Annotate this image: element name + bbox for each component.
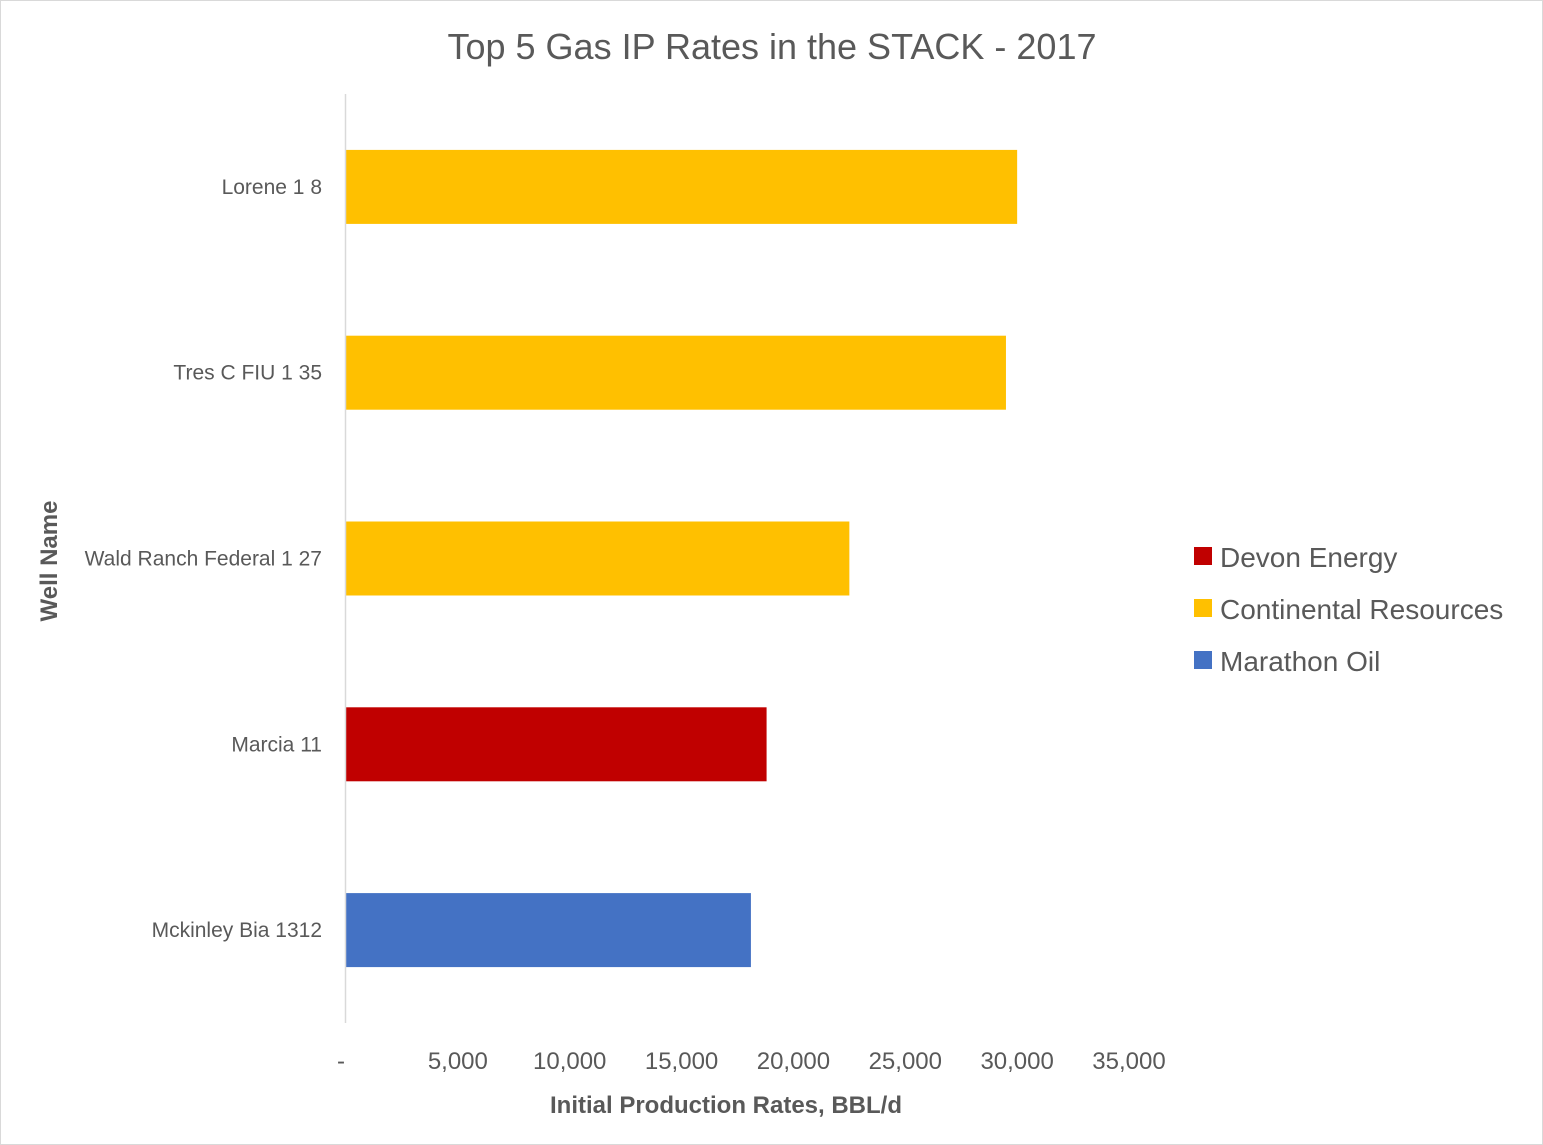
category-label: Wald Ranch Federal 1 27 [85,548,322,571]
legend: Devon Energy Continental Resources Maratho… [1194,542,1503,677]
legend-label: Devon Energy [1220,542,1397,573]
x-tick-label: 25,000 [869,1048,942,1075]
x-axis-title: Initial Production Rates, BBL/d [550,1092,902,1119]
category-label: Marcia 11 [231,733,322,756]
x-tick-label: 20,000 [757,1048,830,1075]
x-tick-labels: - 5,000 10,000 15,000 20,000 25,000 30,000 35,0… [337,1048,1166,1075]
x-tick-label: 15,000 [645,1048,718,1075]
x-tick-label: 10,000 [533,1048,606,1075]
legend-label: Marathon Oil [1220,646,1380,677]
legend-swatch [1194,651,1212,669]
bar-mckinley-bia-1312 [346,893,751,968]
legend-label: Continental Resources [1220,594,1503,625]
category-label: Lorene 1 8 [222,176,322,199]
legend-swatch [1194,599,1212,617]
chart-title: Top 5 Gas IP Rates in the STACK - 2017 [447,26,1096,67]
bar-marcia-11 [346,707,767,782]
category-label: Mckinley Bia 1312 [152,919,322,942]
bars-layer [346,149,1018,968]
x-tick-label: - [337,1048,345,1075]
y-axis-title: Well Name [36,501,63,622]
category-labels-layer: Lorene 1 8 Tres C FIU 1 35 Wald Ranch Fede… [85,176,322,942]
x-tick-label: 5,000 [428,1048,488,1075]
bar-tres-c-fiu-1-35 [346,335,1006,410]
bar-lorene-1-8 [346,149,1018,224]
category-label: Tres C FIU 1 35 [173,362,322,385]
x-tick-label: 30,000 [980,1048,1053,1075]
bar-wald-ranch-federal-1-27 [346,521,850,596]
legend-swatch [1194,547,1212,565]
x-tick-label: 35,000 [1092,1048,1165,1075]
